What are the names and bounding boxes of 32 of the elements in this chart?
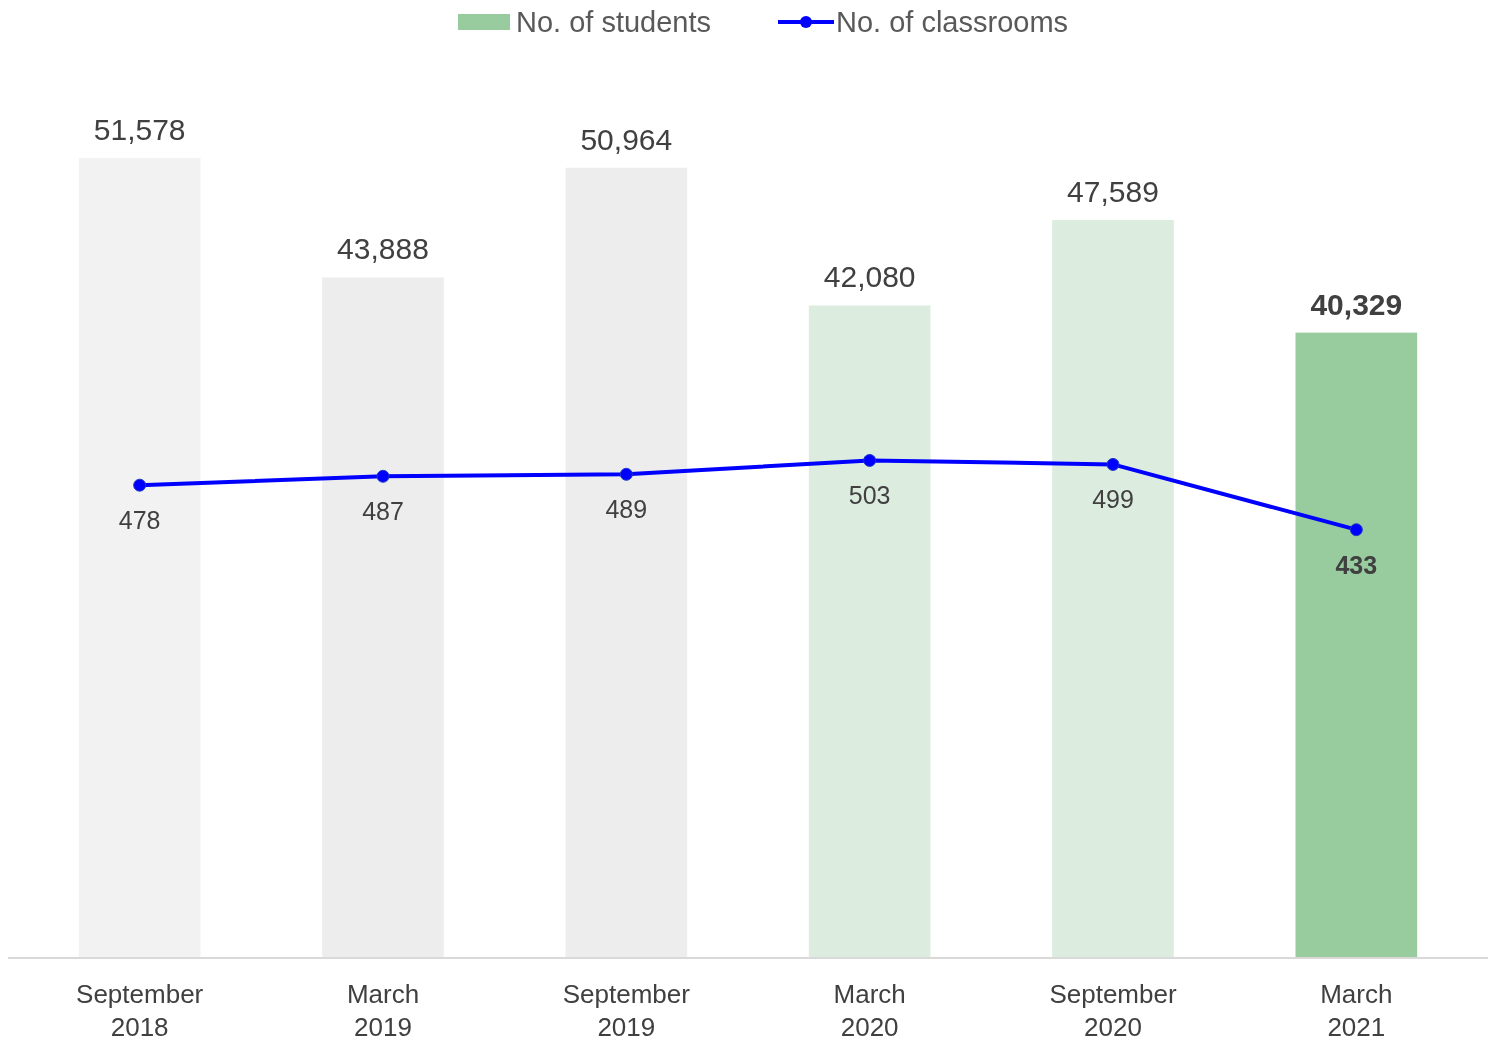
data-label: 499 [1092,485,1134,514]
data-label: 489 [605,495,648,524]
data-label: 503 [848,481,891,510]
bar [78,158,201,958]
data-label: 478 [118,506,161,535]
data-label: 50,964 [580,122,673,156]
bar [565,167,688,958]
data-label: 43,888 [337,232,429,266]
bar [808,305,931,958]
legend-label: No. of classrooms [836,6,1069,38]
data-label: 51,578 [93,113,186,147]
x-tick-label: March 2021 [1320,979,1393,1042]
bar [322,277,444,958]
bar [1052,220,1174,958]
point [1106,457,1120,471]
bar [1295,332,1418,958]
point [133,478,147,492]
point [619,467,633,481]
x-tick-label: March 2020 [833,979,906,1042]
data-label: 433 [1335,550,1378,579]
x-tick-label: September 2018 [76,979,204,1042]
x-tick-label: September 2019 [562,979,691,1042]
legend-label: No. of students [516,6,712,38]
data-label: 42,080 [823,260,916,294]
data-label: 47,589 [1067,175,1159,209]
x-tick-label: March 2019 [346,979,420,1042]
x-tick-label: September 2020 [1049,979,1177,1042]
point [863,453,877,467]
point [376,469,390,483]
data-label: 40,329 [1310,287,1403,321]
point [1349,523,1363,537]
data-label: 487 [362,497,404,526]
